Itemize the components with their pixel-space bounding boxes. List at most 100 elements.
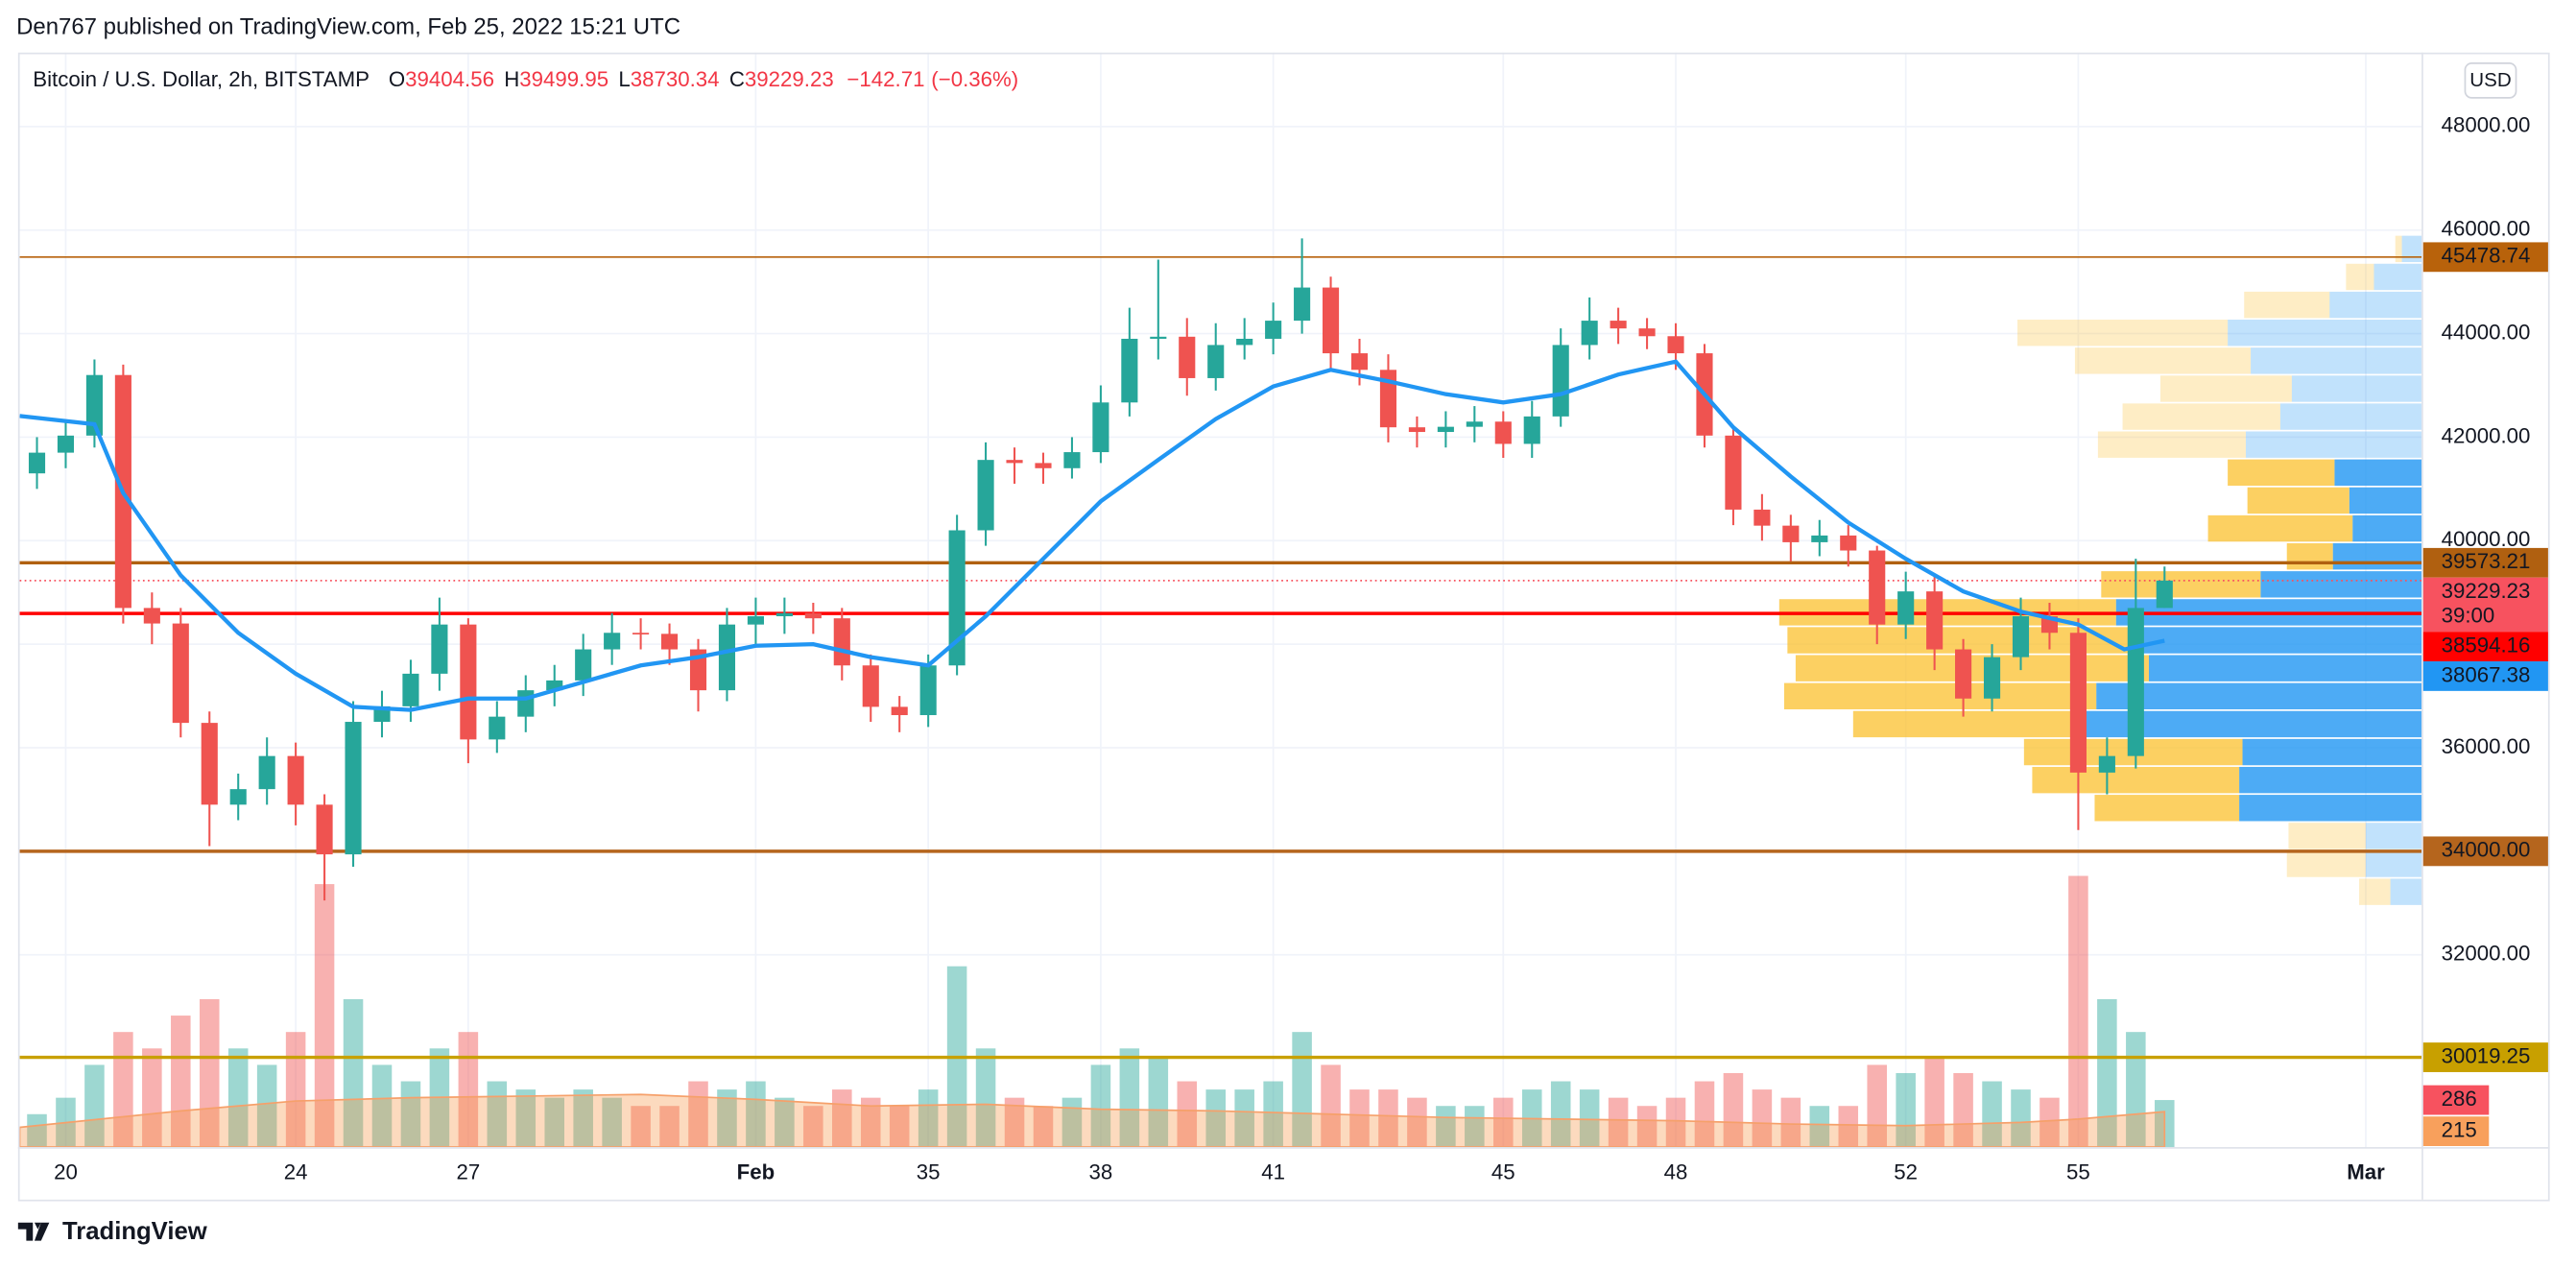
profile-up	[2159, 375, 2292, 402]
candle-body	[1581, 321, 1598, 346]
x-tick-label: 27	[456, 1159, 480, 1183]
candle-body	[833, 618, 850, 666]
volume-bar	[1061, 1097, 1083, 1148]
candle-body	[1294, 287, 1311, 322]
volume-bar	[1867, 1064, 1887, 1148]
currency-label[interactable]: USD	[2469, 69, 2511, 91]
grid	[19, 52, 2422, 1148]
volume-bar	[1982, 1081, 2002, 1148]
volume-pane	[18, 875, 2175, 1148]
candle-body	[1811, 535, 1828, 542]
volume-bar	[171, 1016, 191, 1148]
ohlc-value: 39499.95	[519, 67, 608, 91]
symbol-title: Bitcoin / U.S. Dollar, 2h, BITSTAMP	[33, 67, 370, 91]
ohlc-value: 39404.56	[405, 67, 494, 91]
candle-body	[1063, 452, 1081, 468]
x-tick-label: Feb	[737, 1159, 775, 1183]
profile-up	[2097, 431, 2246, 458]
candle-body	[1092, 402, 1109, 453]
candle-body	[1782, 525, 1800, 542]
candle-body	[604, 633, 621, 650]
price-label: 39229.23	[2442, 579, 2531, 603]
brand-name: TradingView	[62, 1218, 207, 1245]
candle-body	[775, 612, 793, 617]
profile-down	[2365, 850, 2422, 877]
volume-bar	[1694, 1081, 1715, 1148]
x-tick-label: 24	[284, 1159, 308, 1183]
candle-body	[1322, 287, 1340, 354]
candle-body	[1121, 338, 1138, 403]
change-value: −142.71	[847, 67, 924, 91]
brand-logo	[17, 1222, 50, 1241]
price-label-box	[2422, 661, 2548, 691]
volume-bar	[1953, 1072, 1973, 1148]
price-label-box	[2422, 577, 2548, 633]
candle-body	[1638, 328, 1656, 337]
profile-down	[2245, 431, 2422, 458]
volume-bar	[285, 1032, 306, 1148]
volume-bar	[1608, 1097, 1629, 1148]
price-label-box	[2422, 242, 2548, 273]
currency-button[interactable]: USD	[2464, 62, 2517, 99]
volume-bar	[27, 1113, 47, 1148]
volume-bar	[227, 1048, 249, 1148]
candle-body	[1035, 463, 1052, 468]
volume-bar	[1321, 1064, 1341, 1148]
profile-up	[2228, 459, 2335, 487]
profile-down	[2242, 738, 2422, 766]
volume-bar	[1838, 1106, 1859, 1148]
volume-bar	[1263, 1081, 1283, 1148]
profile-down	[2334, 459, 2422, 487]
price-label: 45478.74	[2442, 244, 2531, 268]
ohlc-key: C	[729, 67, 745, 91]
volume-bar	[1407, 1097, 1427, 1148]
profile-up	[1852, 710, 2081, 738]
volume-bar	[1148, 1056, 1169, 1148]
currency-button-frame[interactable]	[2464, 62, 2517, 99]
candle-body	[1150, 336, 1167, 339]
volume-ma-area	[18, 1093, 2166, 1148]
profile-down	[2401, 235, 2422, 263]
profile-down	[2279, 403, 2422, 430]
volume-bar	[343, 998, 364, 1148]
volume-profile	[1778, 235, 2422, 905]
x-tick-label: 45	[1491, 1159, 1515, 1183]
candle-body	[718, 624, 736, 691]
change-percent: (−0.36%)	[931, 67, 1018, 91]
profile-up	[2074, 347, 2252, 374]
x-tick-label: 35	[917, 1159, 941, 1183]
profile-up	[2359, 878, 2391, 905]
candle-body	[345, 722, 362, 855]
levels	[19, 255, 2422, 1060]
volume-bar	[1636, 1106, 1658, 1148]
volume-bar	[1292, 1032, 1312, 1148]
candle-body	[431, 624, 448, 674]
volume-ma-label-box	[2422, 1116, 2490, 1146]
candle-body	[1265, 321, 1282, 339]
candle-body	[85, 374, 103, 436]
profile-up	[2395, 235, 2402, 263]
candle-body	[977, 460, 994, 531]
profile-up	[2207, 514, 2353, 542]
profile-down	[2129, 627, 2422, 654]
profile-up	[2286, 850, 2366, 877]
y-tick-label: 48000.00	[2442, 113, 2531, 137]
candle-body	[460, 624, 477, 740]
profile-up	[2244, 291, 2330, 319]
profile-up	[1783, 682, 2097, 710]
price-label: 39:00	[2442, 604, 2495, 628]
volume-label-box	[2422, 1085, 2490, 1115]
volume-bar	[1780, 1097, 1801, 1148]
volume-bar	[1436, 1106, 1456, 1148]
volume-bar	[199, 998, 220, 1148]
ohlc-key: H	[504, 67, 519, 91]
volume-bar	[717, 1089, 737, 1148]
ohlc-key: L	[618, 67, 630, 91]
candle-body	[747, 616, 764, 625]
profile-down	[2239, 795, 2422, 822]
candle-body	[1983, 657, 2001, 699]
candle-body	[804, 612, 822, 619]
candle-body	[2127, 608, 2144, 756]
candle-body	[258, 755, 275, 790]
